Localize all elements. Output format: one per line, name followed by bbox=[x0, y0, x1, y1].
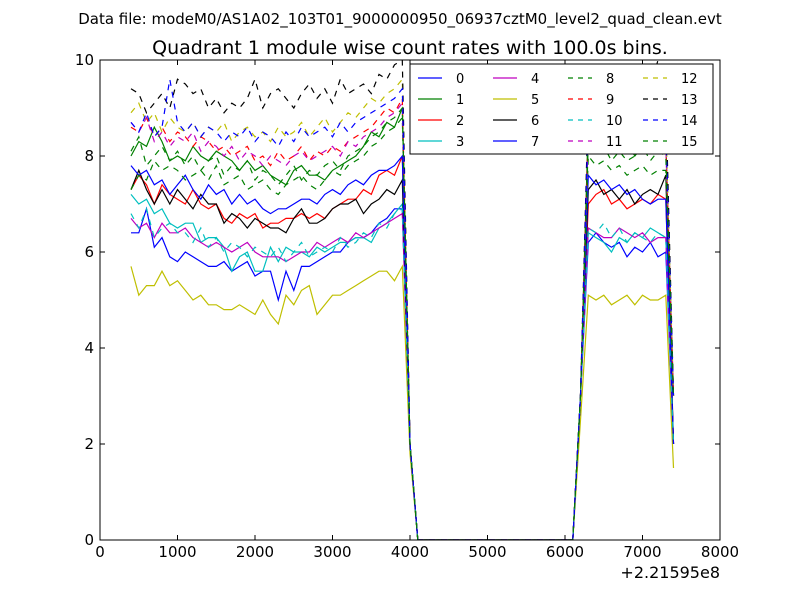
series-line-5 bbox=[130, 264, 675, 540]
legend-label-1: 1 bbox=[456, 93, 464, 108]
y-tick-label: 0 bbox=[84, 531, 94, 549]
x-tick-label: 1000 bbox=[158, 543, 196, 561]
x-tick-label: 6000 bbox=[546, 543, 584, 561]
series-line-14 bbox=[130, 79, 675, 540]
y-tick-label: 6 bbox=[84, 243, 94, 261]
x-tick-label: 2000 bbox=[236, 543, 274, 561]
series-line-10 bbox=[130, 206, 675, 540]
legend-label-14: 14 bbox=[681, 114, 698, 129]
legend-label-13: 13 bbox=[681, 93, 698, 108]
series-lines bbox=[130, 60, 675, 540]
legend-label-5: 5 bbox=[531, 93, 539, 108]
legend-label-4: 4 bbox=[531, 72, 539, 87]
legend-label-11: 11 bbox=[606, 135, 623, 150]
chart-title: Quadrant 1 module wise count rates with … bbox=[152, 37, 668, 59]
legend-label-10: 10 bbox=[606, 114, 623, 129]
legend-label-2: 2 bbox=[456, 114, 464, 129]
x-tick-label: 5000 bbox=[468, 543, 506, 561]
x-axis-offset-label: +2.21595e8 bbox=[620, 563, 720, 582]
x-tick-label: 8000 bbox=[701, 543, 739, 561]
legend-label-7: 7 bbox=[531, 135, 539, 150]
legend-label-12: 12 bbox=[681, 72, 698, 87]
x-tick-label: 4000 bbox=[391, 543, 429, 561]
y-tick-label: 8 bbox=[84, 147, 94, 165]
series-line-15 bbox=[130, 106, 675, 540]
legend-label-8: 8 bbox=[606, 72, 614, 87]
y-tick-label: 2 bbox=[84, 435, 94, 453]
legend-label-9: 9 bbox=[606, 93, 614, 108]
legend-label-6: 6 bbox=[531, 114, 539, 129]
legend-label-0: 0 bbox=[456, 72, 464, 87]
x-tick-label: 0 bbox=[95, 543, 105, 561]
legend-label-15: 15 bbox=[681, 135, 698, 150]
legend-box bbox=[409, 63, 714, 155]
legend-label-3: 3 bbox=[456, 135, 464, 150]
x-tick-label: 3000 bbox=[313, 543, 351, 561]
x-tick-label: 7000 bbox=[623, 543, 661, 561]
data-file-suptitle: Data file: modeM0/AS1A02_103T01_90000009… bbox=[78, 10, 722, 29]
y-tick-label: 4 bbox=[84, 339, 94, 357]
y-tick-label: 10 bbox=[75, 51, 94, 69]
